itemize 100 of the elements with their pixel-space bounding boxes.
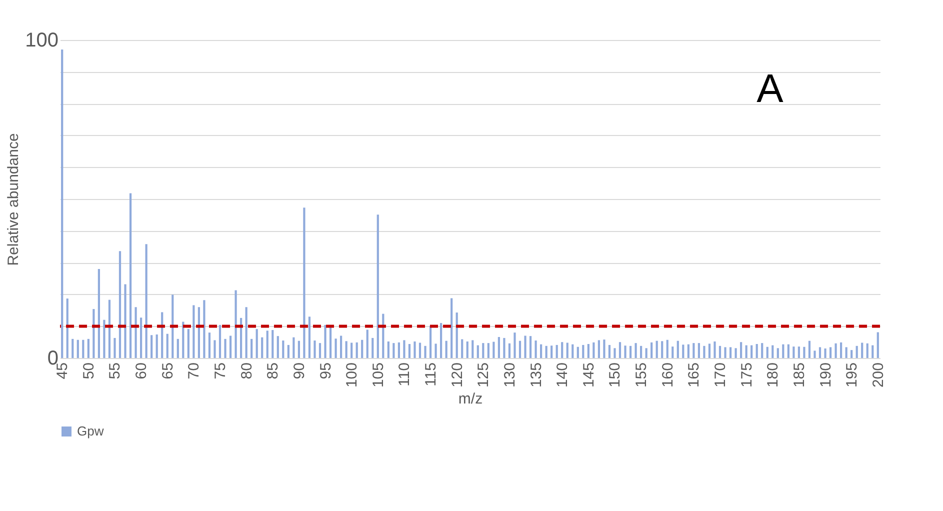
x-tick-label: 150 [606, 362, 624, 388]
bar [729, 347, 732, 358]
bar [718, 346, 722, 358]
bar [256, 329, 258, 358]
bar [134, 307, 137, 358]
bar [656, 340, 658, 358]
bar [272, 330, 274, 358]
bar [576, 346, 579, 358]
x-axis-title: m/z [458, 390, 483, 408]
bar [334, 338, 337, 358]
bar [798, 346, 800, 358]
x-tick-label: 90 [290, 362, 308, 380]
bar [166, 334, 168, 358]
bar [598, 340, 600, 358]
bar [314, 340, 316, 358]
bar [545, 346, 548, 358]
bar [840, 342, 842, 358]
bar [787, 344, 790, 358]
bar [666, 340, 668, 358]
bar [498, 337, 500, 358]
bar [592, 342, 595, 358]
x-tick-label: 125 [475, 362, 492, 388]
bar [518, 340, 522, 358]
bar [634, 343, 637, 358]
bar [340, 336, 342, 358]
x-tick-label: 135 [528, 362, 545, 388]
bar [156, 334, 158, 358]
bar [550, 346, 553, 358]
bar [534, 340, 537, 358]
bar [472, 340, 474, 358]
bar [508, 343, 511, 358]
bar [350, 342, 353, 358]
bar [450, 298, 453, 358]
x-tick-label: 65 [159, 362, 176, 380]
bar [608, 344, 611, 358]
bar [876, 332, 879, 358]
bar [345, 341, 348, 358]
x-tick-label: 190 [817, 362, 834, 388]
bar [682, 344, 684, 358]
bar [403, 340, 406, 358]
bar [803, 346, 806, 358]
bar [824, 348, 826, 358]
bar [566, 342, 568, 358]
x-tick-label: 200 [870, 362, 887, 388]
bar [208, 332, 211, 358]
x-tick-label: 50 [80, 362, 98, 380]
bar [356, 342, 358, 358]
bar [103, 320, 106, 358]
bar [461, 339, 464, 358]
bar [298, 340, 300, 358]
bar [476, 345, 479, 358]
bar [540, 344, 542, 358]
bar [266, 330, 268, 358]
bar [318, 343, 322, 358]
bar [282, 340, 284, 358]
bar [366, 330, 368, 358]
annotation: A [756, 67, 784, 111]
bar [229, 336, 232, 358]
bar [587, 344, 590, 358]
bar [866, 343, 868, 358]
x-tick-label: 130 [501, 362, 518, 388]
bar [629, 346, 632, 358]
bar [734, 348, 737, 358]
x-tick-label: 110 [396, 362, 414, 386]
bar [640, 346, 642, 358]
bar [624, 346, 626, 358]
bar [98, 268, 100, 358]
bar [87, 338, 90, 358]
bar [398, 342, 400, 358]
bar [445, 340, 448, 358]
bar [387, 341, 390, 358]
bar [772, 345, 774, 358]
y-axis-title: Relative abundance [5, 133, 22, 266]
x-tick-label: 155 [633, 362, 650, 388]
bar [108, 300, 111, 358]
bar [203, 300, 206, 358]
bar [114, 338, 116, 358]
bar [182, 322, 184, 358]
bar [82, 340, 84, 358]
x-tick-label: 185 [790, 362, 808, 388]
bar [324, 324, 326, 358]
bar [482, 343, 484, 358]
bar [414, 341, 416, 358]
bar [761, 343, 764, 358]
bar [745, 345, 748, 358]
x-tick-label: 105 [370, 362, 387, 388]
bar [61, 50, 64, 358]
bar [672, 346, 674, 358]
x-tick-label: 115 [422, 362, 440, 386]
x-tick-label: 170 [712, 362, 729, 388]
bar [303, 208, 306, 358]
bar [766, 346, 768, 358]
x-tick-label: 75 [212, 362, 229, 380]
bar [661, 341, 664, 358]
bar [503, 338, 506, 358]
bar [245, 307, 248, 358]
bar [308, 316, 311, 358]
bar [572, 344, 574, 358]
bar [292, 337, 295, 358]
bar [418, 342, 422, 358]
